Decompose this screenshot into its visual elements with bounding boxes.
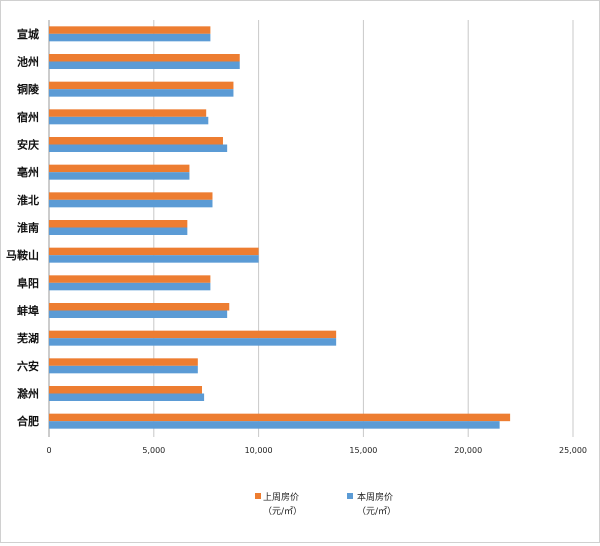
bar-this-week	[49, 89, 234, 97]
category-label: 铜陵	[16, 82, 40, 96]
bar-last-week	[49, 330, 337, 339]
bar-this-week	[49, 421, 500, 429]
bar-this-week	[49, 282, 211, 291]
bar-this-week	[49, 172, 190, 180]
bar-last-week	[49, 303, 230, 311]
bar-this-week	[49, 393, 205, 401]
x-tick-labels: 0 5,000 10,000 15,000 20,000 25,000	[46, 446, 587, 455]
bar-this-week	[49, 365, 198, 374]
bar-last-week	[49, 54, 240, 62]
bar-last-week	[49, 164, 190, 173]
bar-last-week	[49, 81, 234, 90]
legend-label-this-week: 本周房价	[357, 491, 393, 503]
bar-last-week	[49, 220, 188, 228]
category-label: 马鞍山	[6, 248, 39, 262]
bar-last-week	[49, 247, 259, 256]
x-tick-label: 0	[46, 446, 51, 455]
bar-this-week	[49, 199, 213, 208]
x-tick-label: 10,000	[245, 446, 273, 455]
bar-this-week	[49, 61, 240, 69]
legend: 上周房价 （元/㎡） 本周房价 （元/㎡）	[255, 491, 396, 517]
category-label: 宿州	[17, 110, 39, 124]
category-label: 六安	[17, 359, 39, 373]
category-label: 安庆	[17, 138, 39, 152]
bar-last-week	[49, 413, 511, 422]
bar-this-week	[49, 310, 228, 318]
bar-last-week	[49, 109, 207, 117]
bar-last-week	[49, 275, 211, 283]
legend-swatch-last-week	[255, 493, 261, 499]
category-label: 阜阳	[17, 276, 39, 290]
category-label: 宣城	[17, 27, 39, 41]
bar-last-week	[49, 358, 198, 366]
category-label: 淮南	[17, 221, 39, 235]
category-label: 滁州	[17, 387, 39, 401]
bar-this-week	[49, 116, 209, 125]
x-tick-label: 5,000	[142, 446, 165, 455]
bar-last-week	[49, 192, 213, 200]
category-label: 芜湖	[17, 331, 39, 345]
bar-this-week	[49, 144, 228, 152]
x-tick-label: 20,000	[454, 446, 482, 455]
category-label: 池州	[17, 55, 39, 69]
legend-label-last-week: 上周房价	[263, 491, 299, 503]
x-tick-label: 15,000	[349, 446, 377, 455]
category-label: 合肥	[17, 414, 39, 428]
legend-swatch-this-week	[347, 493, 353, 499]
legend-unit-last-week: （元/㎡）	[263, 506, 302, 517]
bar-this-week	[49, 255, 259, 263]
bar-last-week	[49, 386, 203, 394]
bar-this-week	[49, 33, 211, 42]
category-label: 亳州	[17, 165, 39, 179]
x-tick-label: 25,000	[559, 446, 587, 455]
bar-last-week	[49, 26, 211, 34]
category-label: 蚌埠	[17, 304, 39, 318]
legend-unit-this-week: （元/㎡）	[357, 506, 396, 517]
bar-this-week	[49, 227, 188, 235]
bar-last-week	[49, 137, 223, 145]
bar-this-week	[49, 338, 337, 346]
bars	[49, 26, 511, 429]
category-label: 淮北	[17, 193, 39, 207]
